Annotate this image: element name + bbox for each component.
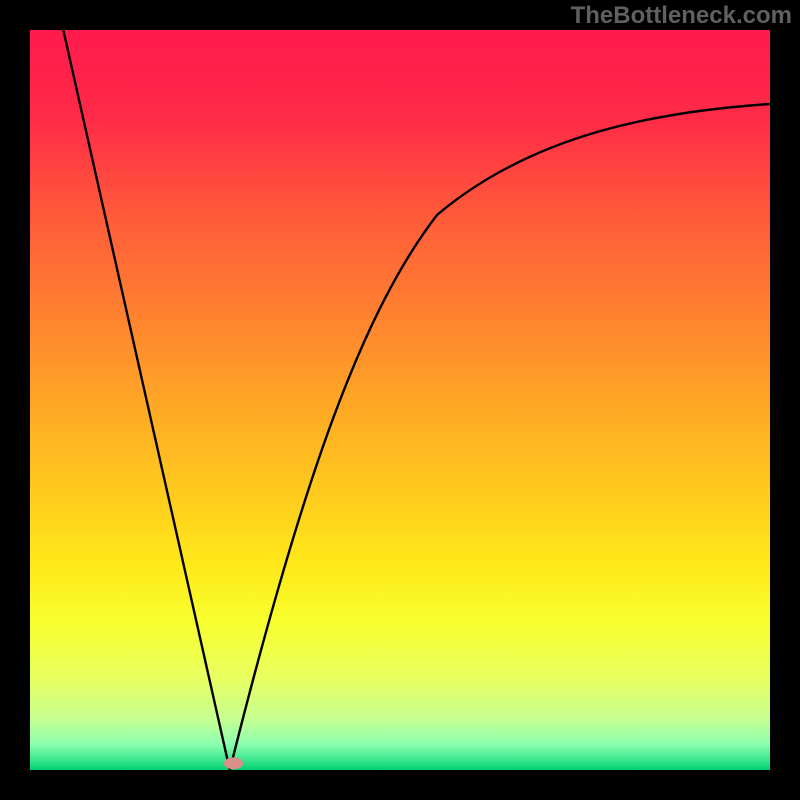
chart-container: TheBottleneck.com [0,0,800,800]
watermark-text: TheBottleneck.com [571,2,792,30]
plot-background [30,30,770,770]
bottleneck-curve-plot [0,0,800,800]
bottleneck-marker [224,757,243,769]
